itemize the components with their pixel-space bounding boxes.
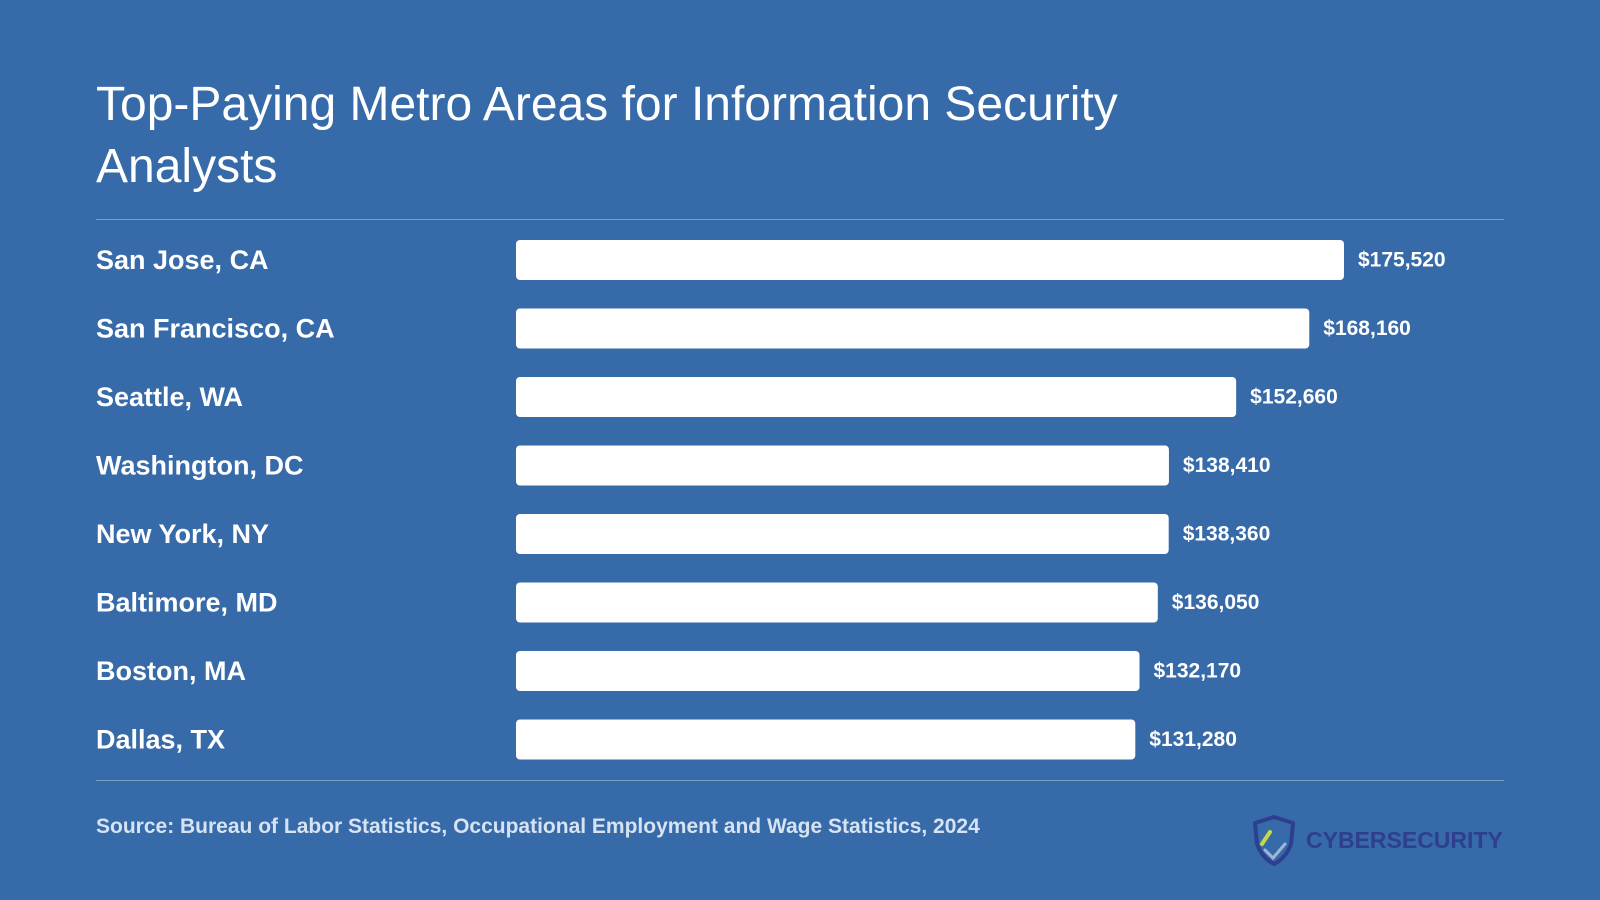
bar — [516, 308, 1310, 349]
category-label: New York, NY — [96, 519, 269, 549]
category-label: Washington, DC — [96, 451, 303, 481]
value-label: $175,520 — [1358, 249, 1446, 272]
category-label: Baltimore, MD — [96, 588, 278, 618]
value-label: $138,410 — [1183, 454, 1271, 477]
shield-icon — [1253, 815, 1295, 866]
bar — [516, 377, 1237, 417]
value-label: $168,160 — [1323, 317, 1411, 340]
value-label: $152,660 — [1250, 386, 1338, 409]
value-label: $132,170 — [1154, 660, 1242, 683]
bar — [516, 651, 1140, 691]
value-label: $138,360 — [1183, 523, 1271, 546]
category-label: San Francisco, CA — [96, 314, 335, 344]
brand-logo: CYBERSECURITY — [1248, 812, 1503, 868]
value-label: $136,050 — [1172, 591, 1260, 614]
bar — [516, 240, 1344, 280]
source-note: Source: Bureau of Labor Statistics, Occu… — [96, 815, 980, 838]
brand-name: CYBERSECURITY — [1306, 826, 1503, 853]
chart-title: Top-Paying Metro Areas for Information S… — [96, 78, 1118, 193]
category-label: San Jose, CA — [96, 245, 269, 275]
bar — [516, 719, 1136, 760]
bottom-divider — [96, 780, 1504, 781]
category-label: Boston, MA — [96, 656, 246, 686]
category-label: Dallas, TX — [96, 725, 225, 755]
top-divider — [96, 219, 1504, 220]
bar — [516, 445, 1169, 486]
bar — [516, 582, 1158, 623]
bar — [516, 514, 1169, 554]
value-label: $131,280 — [1149, 728, 1237, 751]
category-label: Seattle, WA — [96, 382, 243, 412]
